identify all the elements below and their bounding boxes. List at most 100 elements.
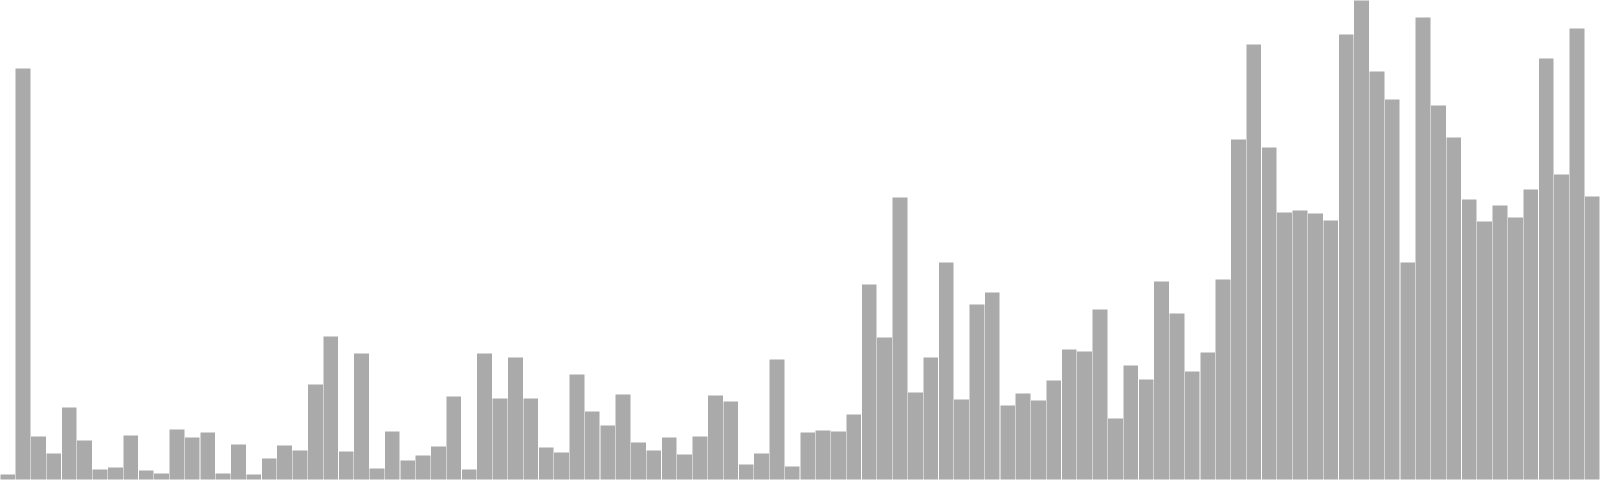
- bar-45: [692, 435, 708, 480]
- bar-48: [738, 463, 755, 480]
- bar-35: [538, 446, 555, 480]
- bar-86: [1322, 219, 1339, 480]
- bar-91: [1399, 261, 1416, 480]
- bar-26: [399, 459, 416, 480]
- bar-18: [276, 444, 293, 480]
- bar-73: [1122, 364, 1139, 480]
- bar-83: [1276, 211, 1293, 480]
- bar-89: [1368, 70, 1385, 480]
- bar-29: [445, 395, 462, 480]
- bar-47: [722, 400, 739, 480]
- bar-56: [861, 283, 878, 480]
- bar-46: [707, 394, 724, 480]
- bar-84: [1292, 209, 1308, 480]
- bar-34: [522, 397, 539, 480]
- bar-19: [292, 449, 308, 480]
- bar-16: [245, 473, 262, 480]
- bar-14: [215, 472, 232, 480]
- bar-93: [1430, 104, 1447, 480]
- bar-55: [845, 413, 862, 480]
- bar-53: [815, 429, 832, 480]
- bar-52: [799, 431, 816, 480]
- bar-0: [0, 473, 16, 480]
- bar-103: [1584, 195, 1600, 480]
- bar-9: [138, 469, 155, 480]
- bar-98: [1507, 216, 1524, 480]
- bar-57: [876, 336, 893, 480]
- bar-96: [1476, 220, 1493, 480]
- bar-21: [322, 335, 339, 480]
- bar-24: [368, 467, 385, 480]
- bar-5: [76, 439, 93, 480]
- bar-94: [1445, 136, 1462, 480]
- bar-81: [1245, 43, 1262, 480]
- bar-41: [630, 441, 647, 480]
- bar-65: [999, 404, 1016, 480]
- bar-51: [784, 465, 801, 480]
- bar-10: [153, 472, 170, 480]
- bar-20: [307, 383, 324, 480]
- bar-62: [953, 398, 970, 480]
- bar-6: [92, 468, 108, 480]
- bar-78: [1199, 351, 1216, 480]
- bar-33: [507, 356, 524, 480]
- bar-87: [1338, 33, 1355, 480]
- bar-101: [1553, 173, 1570, 480]
- bar-100: [1538, 57, 1555, 480]
- bar-23: [353, 352, 370, 480]
- bar-44: [676, 453, 693, 480]
- bar-64: [984, 291, 1001, 480]
- bar-49: [753, 452, 770, 480]
- bar-28: [430, 445, 447, 480]
- bar-13: [199, 431, 216, 480]
- bar-79: [1215, 278, 1232, 480]
- bar-92: [1415, 16, 1432, 480]
- bar-60: [922, 356, 939, 480]
- bar-32: [492, 397, 508, 480]
- bar-82: [1261, 146, 1278, 480]
- bar-50: [768, 358, 785, 480]
- bar-2: [30, 435, 47, 480]
- bar-85: [1307, 212, 1324, 480]
- bar-36: [553, 451, 570, 480]
- bar-97: [1492, 204, 1508, 480]
- bar-69: [1061, 348, 1078, 480]
- bar-12: [184, 436, 201, 480]
- bar-3: [45, 452, 62, 480]
- bar-71: [1092, 308, 1108, 480]
- bar-25: [384, 430, 401, 480]
- bar-80: [1230, 138, 1247, 480]
- bar-8: [122, 434, 139, 480]
- bar-15: [230, 443, 247, 480]
- bar-90: [1384, 98, 1401, 480]
- bar-75: [1153, 280, 1170, 480]
- bar-102: [1568, 27, 1585, 480]
- bar-58: [892, 196, 908, 480]
- bar-4: [61, 406, 78, 480]
- bar-17: [261, 457, 278, 480]
- bar-38: [584, 410, 601, 480]
- bar-27: [415, 454, 432, 480]
- bar-72: [1107, 417, 1124, 480]
- bar-59: [907, 391, 924, 480]
- bar-63: [968, 303, 985, 480]
- bar-95: [1461, 198, 1478, 480]
- bar-31: [476, 352, 493, 480]
- bar-11: [168, 428, 185, 480]
- bar-70: [1076, 350, 1093, 480]
- bar-76: [1168, 312, 1185, 480]
- bar-77: [1184, 370, 1201, 480]
- bar-1: [15, 67, 32, 480]
- bar-39: [599, 424, 616, 480]
- bar-42: [645, 449, 662, 480]
- bar-74: [1138, 378, 1155, 480]
- bar-68: [1045, 379, 1062, 480]
- bar-22: [338, 450, 355, 480]
- bar-61: [938, 261, 955, 480]
- bar-43: [661, 436, 678, 480]
- bar-67: [1030, 399, 1047, 480]
- bar-37: [568, 373, 585, 480]
